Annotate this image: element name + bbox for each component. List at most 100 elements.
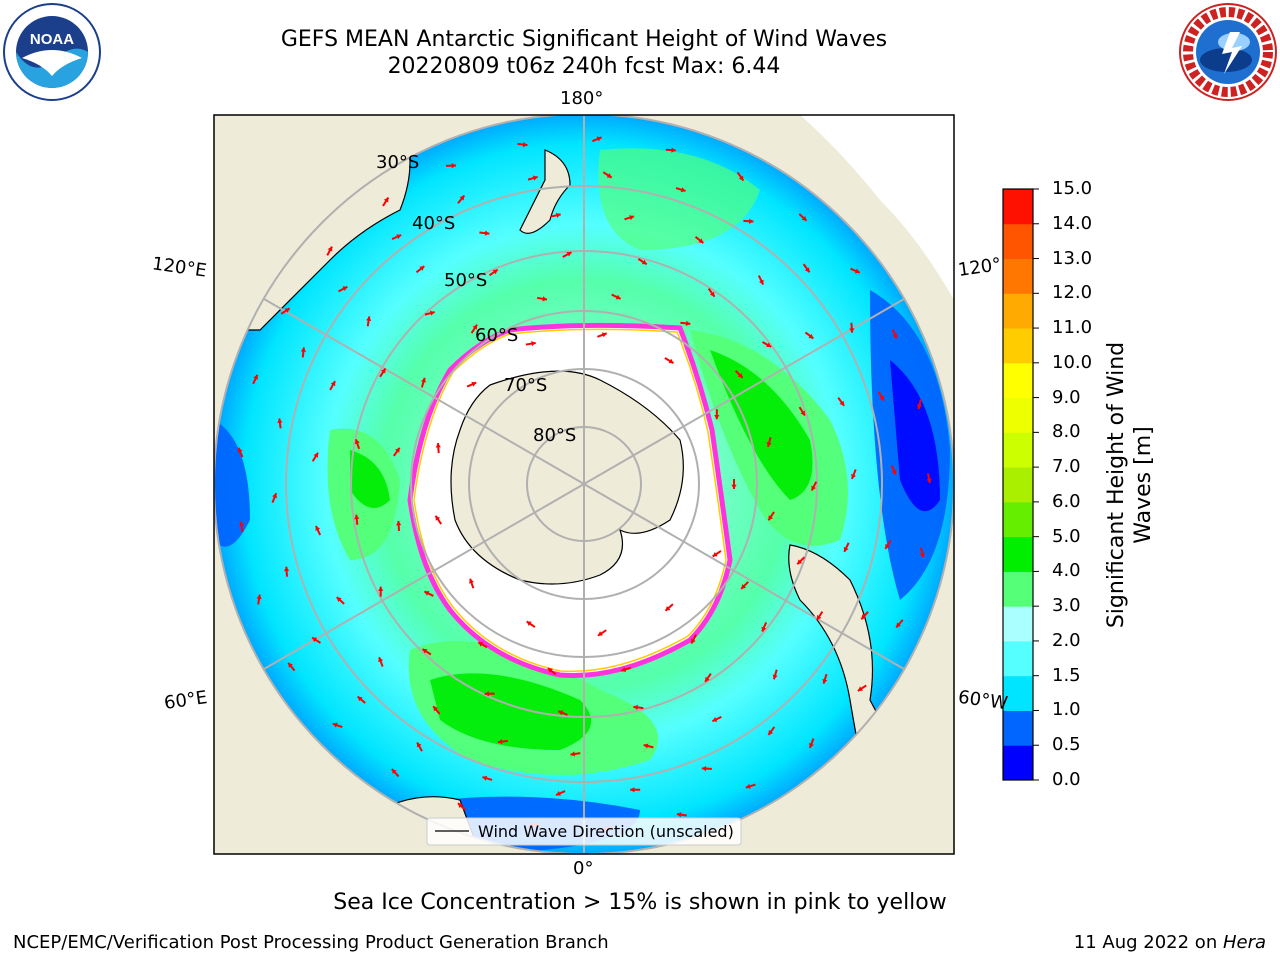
wave-direction-arrowhead — [851, 473, 856, 479]
colorbar — [1003, 188, 1039, 781]
wave-direction-arrowhead — [419, 266, 425, 271]
lat-label-30: 30°S — [376, 152, 419, 173]
wave-direction-arrowhead — [665, 605, 671, 611]
colorbar-tick-label: 10.0 — [1052, 351, 1093, 373]
wave-direction-arrowhead — [633, 704, 638, 710]
lat-label-80: 80°S — [533, 425, 576, 446]
gridlines — [214, 115, 954, 854]
wave-direction-arrowhead — [758, 279, 764, 285]
colorbar-segment — [1003, 467, 1033, 503]
wave-direction-arrowhead — [857, 686, 863, 691]
colorbar-label: Significant Height of Wind Waves [m] — [1104, 341, 1156, 629]
colorbar-tick-label: 1.5 — [1052, 664, 1081, 686]
colorbar-tick-label: 3.0 — [1052, 595, 1081, 617]
lat-label-40: 40°S — [412, 213, 455, 234]
wave-direction-arrowhead — [327, 246, 333, 252]
wave-direction-arrowhead — [357, 696, 363, 702]
colorbar-tick-label: 13.0 — [1052, 247, 1093, 269]
colorbar-tick-label: 11.0 — [1052, 317, 1093, 339]
wave-direction-arrowhead — [522, 142, 528, 148]
colorbar-tick-label: 6.0 — [1052, 490, 1081, 512]
wave-direction-arrowhead — [383, 197, 389, 203]
wave-direction-arrowhead — [482, 775, 488, 781]
wave-direction-arrowhead — [811, 485, 816, 491]
wave-direction-arrowhead — [680, 187, 686, 193]
wave-direction-arrowhead — [547, 668, 553, 673]
wave-direction-arrowhead — [458, 803, 463, 808]
wave-direction-arrowhead — [849, 328, 855, 333]
wave-direction-arrowhead — [422, 649, 428, 654]
colorbar-tick-label: 9.0 — [1052, 386, 1081, 408]
wave-direction-arrowhead — [492, 269, 498, 275]
wave-direction-arrowhead — [629, 215, 635, 221]
wave-direction-arrowhead — [570, 751, 576, 757]
wave-direction-arrowhead — [804, 267, 810, 273]
colorbar-segment — [1003, 258, 1033, 294]
wave-direction-arrowhead — [919, 552, 925, 558]
wave-direction-arrowhead — [433, 706, 438, 712]
svg-text:NOAA: NOAA — [30, 31, 74, 48]
colorbar-segment — [1003, 293, 1033, 329]
wave-direction-arrowhead — [772, 674, 778, 680]
wave-direction-arrowhead — [630, 787, 635, 793]
wave-direction-arrowhead — [839, 400, 845, 406]
wave-direction-arrowhead — [601, 332, 607, 338]
colorbar-segment — [1003, 432, 1033, 468]
noaa-logo: NOAA — [3, 3, 101, 101]
wave-direction-arrowhead — [698, 238, 704, 244]
wave-direction-arrowhead — [671, 147, 676, 153]
wave-direction-arrowhead — [478, 642, 484, 647]
lon-label-180: 180° — [560, 88, 604, 109]
wave-direction-arrowhead — [737, 373, 743, 378]
wave-direction-arrowhead — [768, 729, 774, 735]
colorbar-tick-label: 8.0 — [1052, 421, 1081, 443]
wave-direction-arrowhead — [709, 291, 715, 297]
wave-direction-arrowhead — [641, 259, 647, 265]
wave-direction-arrowhead — [354, 439, 360, 445]
wave-direction-arrowhead — [253, 374, 258, 380]
wave-direction-arrowhead — [471, 381, 477, 387]
map-legend: Wind Wave Direction (unscaled) — [426, 817, 742, 846]
wave-direction-arrowhead — [239, 522, 245, 527]
colorbar-tick-label: 12.0 — [1052, 282, 1093, 304]
wave-direction-arrowhead — [380, 368, 386, 374]
lat-label-60: 60°S — [475, 325, 518, 346]
wave-direction-arrowhead — [416, 742, 422, 748]
wave-direction-arrowhead — [885, 543, 890, 549]
wave-direction-arrowhead — [896, 622, 901, 628]
wave-direction-arrowhead — [484, 691, 489, 697]
wave-direction-arrowhead — [366, 316, 372, 322]
wave-direction-arrowhead — [300, 347, 306, 352]
wave-direction-arrowhead — [459, 195, 465, 201]
colorbar-segment — [1003, 606, 1033, 642]
wave-direction-arrowhead — [378, 657, 384, 663]
wave-direction-arrowhead — [816, 614, 822, 620]
wave-direction-arrowhead — [532, 175, 538, 181]
colorbar-segment — [1003, 675, 1033, 711]
wave-direction-arrowhead — [354, 514, 360, 520]
wave-direction-arrowhead — [741, 584, 747, 589]
wave-direction-arrowhead — [712, 717, 718, 722]
wave-direction-arrowhead — [745, 783, 751, 789]
wave-direction-arrowhead — [668, 358, 674, 364]
credit-text: NCEP/EMC/Verification Post Processing Pr… — [13, 932, 609, 953]
wave-direction-arrowhead — [332, 722, 338, 728]
colorbar-tick-label: 4.0 — [1052, 560, 1081, 582]
colorbar-segment — [1003, 189, 1033, 225]
wave-direction-arrowhead — [315, 525, 321, 531]
wave-direction-arrowhead — [916, 404, 923, 410]
wave-direction-arrowhead — [566, 251, 572, 257]
colorbar-segment — [1003, 745, 1033, 781]
map-area — [214, 115, 954, 854]
legend-label: Wind Wave Direction (unscaled) — [478, 822, 734, 841]
wave-direction-arrowhead — [272, 493, 278, 499]
wave-direction-arrowhead — [749, 218, 754, 224]
date-stamp: 11 Aug 2022 on Hera — [1074, 932, 1266, 953]
wave-direction-arrowhead — [738, 175, 744, 181]
wave-direction-arrowhead — [822, 678, 828, 684]
wind-wave-arrows — [237, 136, 932, 831]
wave-direction-arrowhead — [797, 559, 803, 565]
wave-direction-arrowhead — [526, 621, 532, 626]
sea-ice-footnote: Sea Ice Concentration > 15% is shown in … — [333, 890, 947, 915]
